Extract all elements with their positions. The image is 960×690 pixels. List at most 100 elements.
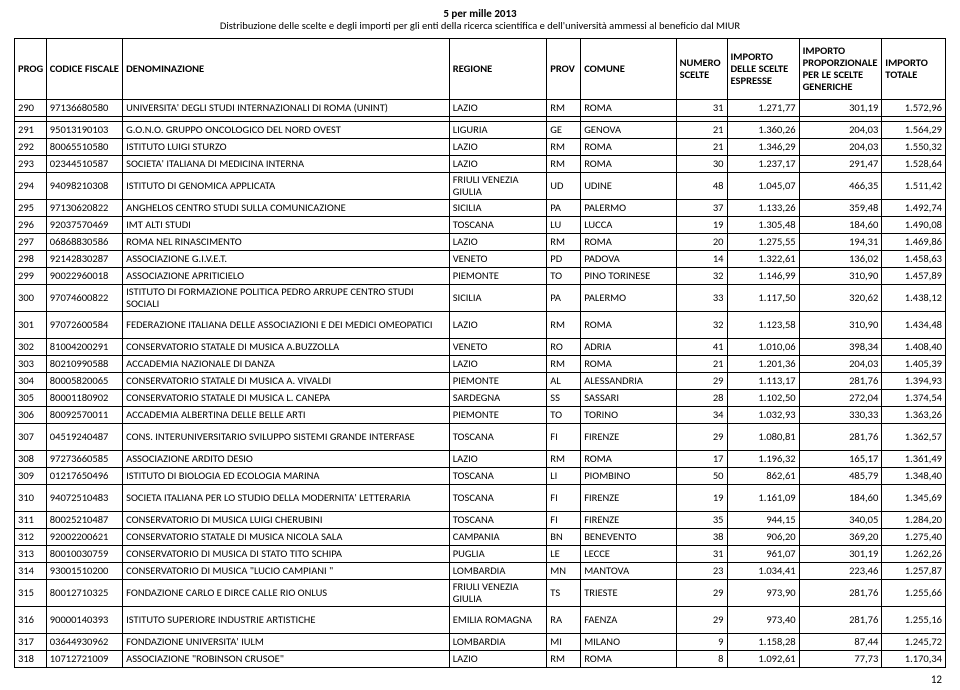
- cell-imp2: 369,20: [799, 528, 882, 545]
- cell-imp2: 281,76: [799, 606, 882, 633]
- cell-imp3: 1.528,64: [882, 155, 946, 172]
- cell-comune: TORINO: [581, 406, 676, 423]
- table-row: 30380210990588ACCADEMIA NAZIONALE DI DAN…: [15, 355, 946, 372]
- cell-prog: 290: [15, 99, 47, 116]
- col-imp2: IMPORTO PROPORZIONALE PER LE SCELTE GENE…: [799, 38, 882, 99]
- cell-cf: 95013190103: [46, 121, 122, 138]
- cell-imp1: 1.010,06: [727, 338, 799, 355]
- table-row: 29597130620822ANGHELOS CENTRO STUDI SULL…: [15, 199, 946, 216]
- cell-imp3: 1.434,48: [882, 311, 946, 338]
- cell-imp1: 1.032,93: [727, 406, 799, 423]
- cell-imp2: 281,76: [799, 423, 882, 450]
- cell-cf: 92037570469: [46, 216, 122, 233]
- col-prov: PROV: [547, 38, 581, 99]
- cell-regione: LAZIO: [449, 99, 547, 116]
- cell-comune: ROMA: [581, 155, 676, 172]
- cell-regione: SICILIA: [449, 199, 547, 216]
- cell-imp3: 1.361,49: [882, 450, 946, 467]
- cell-prog: 303: [15, 355, 47, 372]
- cell-imp1: 1.092,61: [727, 650, 799, 667]
- cell-denom: ISTITUTO DI BIOLOGIA ED ECOLOGIA MARINA: [123, 467, 450, 484]
- cell-regione: LAZIO: [449, 311, 547, 338]
- col-nsc: NUMERO SCELTE: [676, 38, 727, 99]
- cell-imp3: 1.257,87: [882, 562, 946, 579]
- cell-imp1: 1.123,58: [727, 311, 799, 338]
- col-imp1: IMPORTO DELLE SCELTE ESPRESSE: [727, 38, 799, 99]
- cell-imp2: 194,31: [799, 233, 882, 250]
- cell-imp2: 184,60: [799, 216, 882, 233]
- cell-prog: 305: [15, 389, 47, 406]
- cell-regione: FRIULI VENEZIA GIULIA: [449, 579, 547, 606]
- cell-comune: GENOVA: [581, 121, 676, 138]
- cell-denom: CONS. INTERUNIVERSITARIO SVILUPPO SISTEM…: [123, 423, 450, 450]
- cell-denom: FEDERAZIONE ITALIANA DELLE ASSOCIAZIONI …: [123, 311, 450, 338]
- cell-nsc: 8: [676, 650, 727, 667]
- page-number: 12: [931, 673, 942, 686]
- cell-prog: 317: [15, 633, 47, 650]
- cell-denom: IMT ALTI STUDI: [123, 216, 450, 233]
- cell-denom: CONSERVATORIO STATALE DI MUSICA A.BUZZOL…: [123, 338, 450, 355]
- cell-imp2: 272,04: [799, 389, 882, 406]
- cell-imp1: 1.034,41: [727, 562, 799, 579]
- cell-imp1: 1.201,36: [727, 355, 799, 372]
- col-denom: DENOMINAZIONE: [123, 38, 450, 99]
- cell-imp3: 1.275,40: [882, 528, 946, 545]
- cell-imp3: 1.492,74: [882, 199, 946, 216]
- cell-nsc: 31: [676, 99, 727, 116]
- cell-comune: LUCCA: [581, 216, 676, 233]
- cell-prov: RM: [547, 138, 581, 155]
- cell-nsc: 32: [676, 311, 727, 338]
- cell-imp3: 1.374,54: [882, 389, 946, 406]
- cell-nsc: 29: [676, 579, 727, 606]
- cell-prog: 312: [15, 528, 47, 545]
- cell-denom: ISTITUTO DI GENOMICA APPLICATA: [123, 172, 450, 199]
- cell-comune: PIOMBINO: [581, 467, 676, 484]
- table-row: 29280065510580ISTITUTO LUIGI STURZOLAZIO…: [15, 138, 946, 155]
- cell-denom: CONSERVATORIO STATALE DI MUSICA L. CANEP…: [123, 389, 450, 406]
- table-row: 29892142830287ASSOCIAZIONE G.I.V.E.T.VEN…: [15, 250, 946, 267]
- cell-imp2: 301,19: [799, 99, 882, 116]
- cell-comune: ROMA: [581, 99, 676, 116]
- cell-prov: RO: [547, 338, 581, 355]
- cell-regione: PIEMONTE: [449, 267, 547, 284]
- cell-cf: 90000140393: [46, 606, 122, 633]
- cell-imp2: 77,73: [799, 650, 882, 667]
- doc-subtitle: Distribuzione delle scelte e degli impor…: [14, 20, 946, 32]
- cell-denom: ROMA NEL RINASCIMENTO: [123, 233, 450, 250]
- table-row: 31180025210487CONSERVATORIO DI MUSICA LU…: [15, 511, 946, 528]
- cell-comune: ALESSANDRIA: [581, 372, 676, 389]
- cell-imp2: 330,33: [799, 406, 882, 423]
- cell-imp1: 1.196,32: [727, 450, 799, 467]
- cell-cf: 97136680580: [46, 99, 122, 116]
- cell-regione: PIEMONTE: [449, 372, 547, 389]
- cell-prog: 314: [15, 562, 47, 579]
- cell-regione: VENETO: [449, 250, 547, 267]
- cell-imp3: 1.457,89: [882, 267, 946, 284]
- cell-imp2: 398,34: [799, 338, 882, 355]
- table-row: 30897273660585ASSOCIAZIONE ARDITO DESIOL…: [15, 450, 946, 467]
- cell-prog: 296: [15, 216, 47, 233]
- cell-regione: PIEMONTE: [449, 406, 547, 423]
- cell-imp3: 1.363,26: [882, 406, 946, 423]
- cell-prov: TS: [547, 579, 581, 606]
- table-row: 30580001180902CONSERVATORIO STATALE DI M…: [15, 389, 946, 406]
- cell-imp3: 1.438,12: [882, 284, 946, 311]
- cell-prov: FI: [547, 511, 581, 528]
- cell-cf: 80001180902: [46, 389, 122, 406]
- cell-prog: 297: [15, 233, 47, 250]
- cell-comune: UDINE: [581, 172, 676, 199]
- cell-comune: FAENZA: [581, 606, 676, 633]
- cell-imp1: 961,07: [727, 545, 799, 562]
- cell-comune: LECCE: [581, 545, 676, 562]
- cell-prov: LE: [547, 545, 581, 562]
- cell-prog: 298: [15, 250, 47, 267]
- cell-prov: RM: [547, 311, 581, 338]
- cell-comune: MILANO: [581, 633, 676, 650]
- col-cf: CODICE FISCALE: [46, 38, 122, 99]
- cell-comune: ROMA: [581, 311, 676, 338]
- cell-imp1: 1.322,61: [727, 250, 799, 267]
- cell-imp2: 223,46: [799, 562, 882, 579]
- cell-imp2: 204,03: [799, 355, 882, 372]
- cell-prog: 316: [15, 606, 47, 633]
- cell-nsc: 20: [676, 233, 727, 250]
